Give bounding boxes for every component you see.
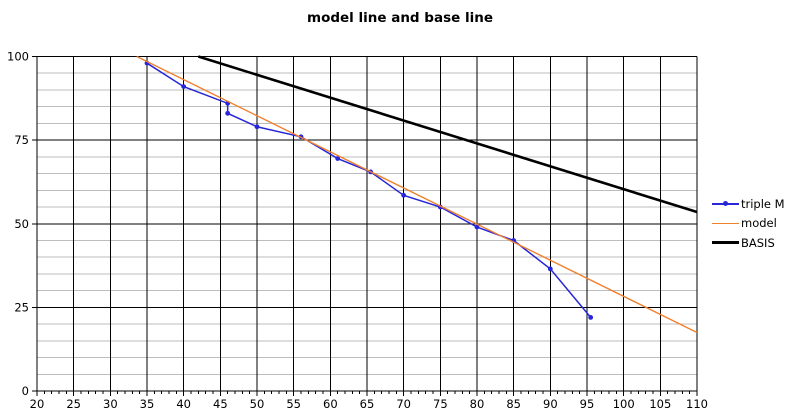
x-tick-label: 80 (470, 397, 485, 411)
legend-item-triple-m: triple M (712, 194, 785, 214)
y-tick-label: 100 (7, 50, 29, 64)
line-sample-icon (712, 222, 739, 224)
x-tick-label: 35 (140, 397, 155, 411)
legend-label: BASIS (741, 235, 775, 250)
axis-labels: 20 25 30 35 40 45 50 55 60 65 70 75 80 85 90 95 100 105 11… (7, 50, 708, 412)
x-tick-label: 110 (686, 397, 708, 411)
y-tick-label: 75 (14, 133, 29, 147)
x-tick-label: 95 (580, 397, 595, 411)
x-tick-label: 45 (213, 397, 228, 411)
y-tick-label: 50 (14, 217, 29, 231)
legend-item-model: model (712, 214, 785, 234)
x-tick-label: 60 (323, 397, 338, 411)
x-tick-label: 20 (30, 397, 45, 411)
x-tick-label: 40 (176, 397, 191, 411)
x-tick-label: 100 (613, 397, 635, 411)
marker-dot-icon (723, 201, 728, 207)
y-tick-label: 0 (22, 384, 29, 398)
x-tick-label: 50 (250, 397, 265, 411)
series-basis (197, 55, 698, 214)
series-model (136, 55, 698, 334)
chart-title: model line and base line (307, 10, 493, 26)
axis-ticks (32, 56, 698, 396)
legend: triple M model BASIS (712, 194, 785, 253)
legend-item-basis: BASIS (712, 233, 785, 253)
x-tick-label: 65 (360, 397, 375, 411)
x-tick-label: 105 (649, 397, 671, 411)
x-tick-label: 75 (433, 397, 448, 411)
x-tick-label: 25 (66, 397, 81, 411)
legend-sample-model (712, 222, 739, 224)
x-tick-label: 90 (543, 397, 558, 411)
line-sample-icon (712, 241, 739, 245)
x-tick-label: 30 (103, 397, 118, 411)
legend-label: triple M (741, 196, 785, 211)
legend-sample-basis (712, 241, 739, 245)
gridlines (36, 56, 698, 392)
legend-sample-triple-m (712, 201, 739, 207)
x-tick-label: 85 (506, 397, 521, 411)
y-tick-label: 25 (14, 300, 29, 314)
x-tick-label: 70 (396, 397, 411, 411)
legend-label: model (741, 216, 777, 231)
x-tick-label: 55 (286, 397, 301, 411)
